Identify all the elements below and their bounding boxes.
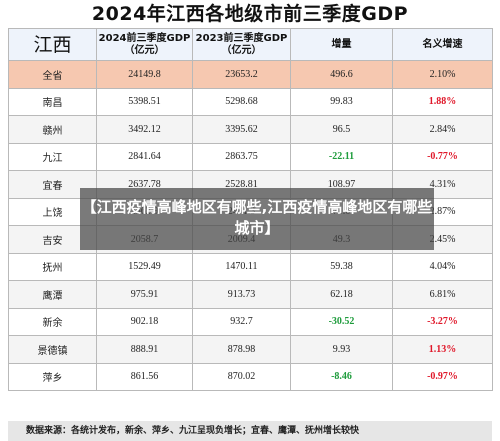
growth-cell: 2.10%: [392, 60, 493, 89]
header-gdp-2024: 2024前三季度GDP （亿元）: [96, 28, 193, 61]
article-caption-overlay: 【江西疫情高峰地区有哪些,江西疫情高峰地区有哪些城市】: [80, 188, 434, 250]
region-cell: 新余: [8, 307, 97, 336]
region-cell: 景德镇: [8, 335, 97, 364]
table-title: 2024年江西各地级市前三季度GDP: [91, 3, 409, 25]
data-source-note: 数据来源：各统计发布，新余、萍乡、九江呈现负增长；宜春、鹰潭、抚州增长较快: [8, 421, 492, 441]
growth-cell: -0.77%: [392, 142, 493, 171]
table-row: 九江 2841.64 2863.75 -22.11 -0.77%: [8, 142, 493, 171]
gdp-2024-cell: 1529.49: [96, 252, 193, 281]
table-row: 抚州 1529.49 1470.11 59.38 4.04%: [8, 252, 493, 281]
increase-cell: -30.52: [290, 307, 393, 336]
increase-cell: 96.5: [290, 115, 393, 144]
gdp-2024-cell: 902.18: [96, 307, 193, 336]
header-increase: 增量: [290, 28, 393, 61]
growth-cell: 2.84%: [392, 115, 493, 144]
gdp-2023-cell: 3395.62: [192, 115, 291, 144]
region-cell: 萍乡: [8, 362, 97, 391]
header-growth: 名义增速: [392, 28, 493, 61]
table-row: 景德镇 888.91 878.98 9.93 1.13%: [8, 335, 493, 364]
header-row: 江西 2024前三季度GDP （亿元） 2023前三季度GDP （亿元） 增量 …: [8, 28, 493, 61]
increase-cell: -22.11: [290, 142, 393, 171]
gdp-2024-cell: 3492.12: [96, 115, 193, 144]
table-row: 萍乡 861.56 870.02 -8.46 -0.97%: [8, 362, 493, 391]
header-corner: 江西: [8, 28, 97, 61]
increase-cell: 9.93: [290, 335, 393, 364]
gdp-2023-cell: 913.73: [192, 280, 291, 309]
growth-cell: -0.97%: [392, 362, 493, 391]
region-cell: 九江: [8, 142, 97, 171]
increase-cell: 62.18: [290, 280, 393, 309]
table-row-total: 全省 24149.8 23653.2 496.6 2.10%: [8, 60, 493, 89]
gdp-2024-cell: 5398.51: [96, 87, 193, 116]
gdp-2023-cell: 870.02: [192, 362, 291, 391]
gdp-2024-cell: 888.91: [96, 335, 193, 364]
region-cell: 全省: [8, 60, 97, 89]
header-gdp-2023: 2023前三季度GDP （亿元）: [192, 28, 291, 61]
gdp-2024-cell: 24149.8: [96, 60, 193, 89]
increase-cell: -8.46: [290, 362, 393, 391]
gdp-2023-cell: 5298.68: [192, 87, 291, 116]
gdp-2024-cell: 975.91: [96, 280, 193, 309]
gdp-2023-cell: 878.98: [192, 335, 291, 364]
gdp-2023-cell: 932.7: [192, 307, 291, 336]
table-row: 赣州 3492.12 3395.62 96.5 2.84%: [8, 115, 493, 144]
increase-cell: 99.83: [290, 87, 393, 116]
table-row: 新余 902.18 932.7 -30.52 -3.27%: [8, 307, 493, 336]
gdp-2024-cell: 2841.64: [96, 142, 193, 171]
growth-cell: 1.88%: [392, 87, 493, 116]
table-row: 南昌 5398.51 5298.68 99.83 1.88%: [8, 87, 493, 116]
region-cell: 南昌: [8, 87, 97, 116]
growth-cell: 4.04%: [392, 252, 493, 281]
growth-cell: 1.13%: [392, 335, 493, 364]
gdp-2023-cell: 23653.2: [192, 60, 291, 89]
increase-cell: 59.38: [290, 252, 393, 281]
increase-cell: 496.6: [290, 60, 393, 89]
gdp-2023-cell: 2863.75: [192, 142, 291, 171]
region-cell: 赣州: [8, 115, 97, 144]
region-cell: 抚州: [8, 252, 97, 281]
growth-cell: 6.81%: [392, 280, 493, 309]
table-row: 鹰潭 975.91 913.73 62.18 6.81%: [8, 280, 493, 309]
gdp-2023-cell: 1470.11: [192, 252, 291, 281]
region-cell: 鹰潭: [8, 280, 97, 309]
gdp-2024-cell: 861.56: [96, 362, 193, 391]
growth-cell: -3.27%: [392, 307, 493, 336]
